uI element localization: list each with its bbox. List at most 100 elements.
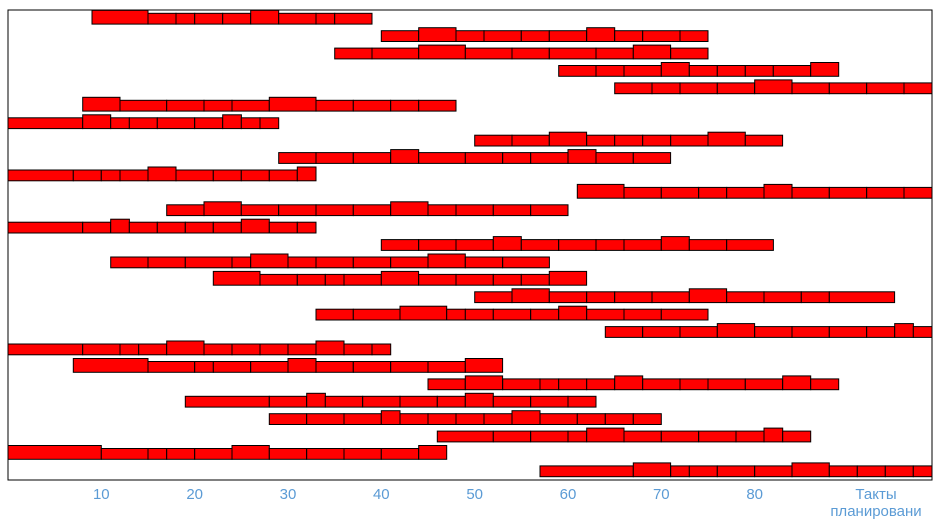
- timeline-bar: [530, 152, 569, 164]
- timeline-bar: [707, 378, 746, 391]
- timeline-bar: [520, 30, 550, 43]
- timeline-bar: [427, 361, 466, 373]
- timeline-bar: [343, 343, 373, 356]
- timeline-bar: [530, 395, 569, 408]
- timeline-bar: [278, 152, 317, 164]
- timeline-bar: [604, 413, 634, 426]
- x-tick-label: 80: [746, 486, 763, 503]
- timeline-bar: [306, 448, 345, 460]
- timeline-bar: [903, 82, 933, 95]
- timeline-bar: [418, 44, 466, 60]
- timeline-bar: [324, 273, 345, 286]
- timeline-bar: [315, 152, 354, 164]
- timeline-bar: [147, 256, 186, 269]
- timeline-bar: [352, 256, 392, 269]
- timeline-bar: [763, 291, 802, 304]
- timeline-bar: [492, 204, 532, 217]
- timeline-bar: [91, 9, 149, 25]
- timeline-bar: [502, 256, 550, 269]
- timeline-bar: [250, 361, 289, 373]
- timeline-bar: [399, 395, 438, 408]
- timeline-bar: [315, 204, 354, 217]
- timeline-bar: [716, 323, 756, 338]
- timeline-bar: [371, 47, 420, 60]
- timeline-bar: [511, 47, 550, 60]
- timeline-bar: [296, 221, 317, 234]
- timeline-bar: [660, 186, 700, 199]
- timeline-bar: [250, 9, 280, 25]
- timeline-bar: [212, 361, 252, 373]
- timeline-bar: [315, 99, 354, 112]
- timeline-bar: [418, 99, 457, 112]
- timeline-bar: [287, 358, 317, 373]
- timeline-bar: [586, 291, 616, 304]
- timeline-bar: [100, 169, 121, 182]
- timeline-bar: [511, 288, 550, 304]
- timeline-bar: [632, 152, 672, 164]
- timeline-bar: [791, 186, 830, 199]
- timeline-bar: [455, 413, 485, 426]
- timeline-bar: [390, 99, 420, 112]
- timeline-bar: [567, 149, 597, 164]
- timeline-bar: [287, 256, 317, 269]
- timeline-bar: [679, 326, 718, 338]
- timeline-bar: [72, 169, 102, 182]
- timeline-bar: [194, 117, 224, 130]
- timeline-bar: [259, 273, 298, 286]
- timeline-bar: [390, 201, 429, 217]
- timeline-bar: [688, 65, 718, 77]
- timeline-bar: [912, 465, 933, 478]
- timeline-bar: [147, 166, 177, 182]
- timeline-bar: [343, 448, 382, 460]
- timeline-bar: [828, 186, 868, 199]
- timeline-bar: [614, 30, 644, 43]
- timeline-bar: [614, 134, 644, 147]
- timeline-bar: [212, 221, 242, 234]
- timeline-bar: [651, 291, 690, 304]
- timeline-bar: [7, 117, 84, 130]
- timeline-bar: [530, 204, 569, 217]
- timeline-bar: [688, 465, 718, 478]
- timeline-bar: [679, 82, 718, 95]
- timeline-bar: [651, 82, 681, 95]
- timeline-bar: [492, 430, 532, 443]
- timeline-bar: [427, 413, 457, 426]
- timeline-bar: [128, 221, 158, 234]
- timeline-bar: [231, 343, 261, 356]
- timeline-bar: [399, 305, 448, 321]
- timeline-bar: [744, 378, 784, 391]
- timeline-bar: [810, 378, 840, 391]
- timeline-bar: [306, 392, 326, 408]
- timeline-bar: [912, 326, 933, 338]
- timeline-bar: [399, 413, 429, 426]
- timeline-bar: [240, 204, 280, 217]
- timeline-bar: [744, 65, 774, 77]
- timeline-bar: [455, 273, 494, 286]
- timeline-bar: [511, 134, 550, 147]
- timeline-bar: [464, 392, 494, 408]
- timeline-bar: [782, 375, 812, 391]
- timeline-bar: [866, 82, 905, 95]
- timeline-bar: [296, 273, 326, 286]
- timeline-bar: [567, 395, 597, 408]
- timeline-bar: [483, 413, 513, 426]
- timeline-bar: [380, 410, 401, 426]
- timeline-bar: [455, 239, 494, 251]
- timeline-bar: [315, 340, 345, 356]
- timeline-bar: [828, 291, 896, 304]
- timeline-bar: [278, 12, 317, 25]
- timeline-bar: [334, 47, 373, 60]
- timeline-bar: [744, 134, 784, 147]
- timeline-bar: [315, 256, 354, 269]
- timeline-bar: [82, 114, 112, 130]
- timeline-bar: [436, 395, 466, 408]
- timeline-bar: [558, 239, 597, 251]
- timeline-bar: [418, 27, 457, 43]
- timeline-bar: [632, 462, 672, 478]
- timeline-bar: [82, 343, 121, 356]
- timeline-bar: [707, 131, 746, 147]
- timeline-bar: [502, 378, 541, 391]
- timeline-bar: [642, 326, 681, 338]
- timeline-bar: [530, 430, 569, 443]
- timeline-bar: [642, 30, 681, 43]
